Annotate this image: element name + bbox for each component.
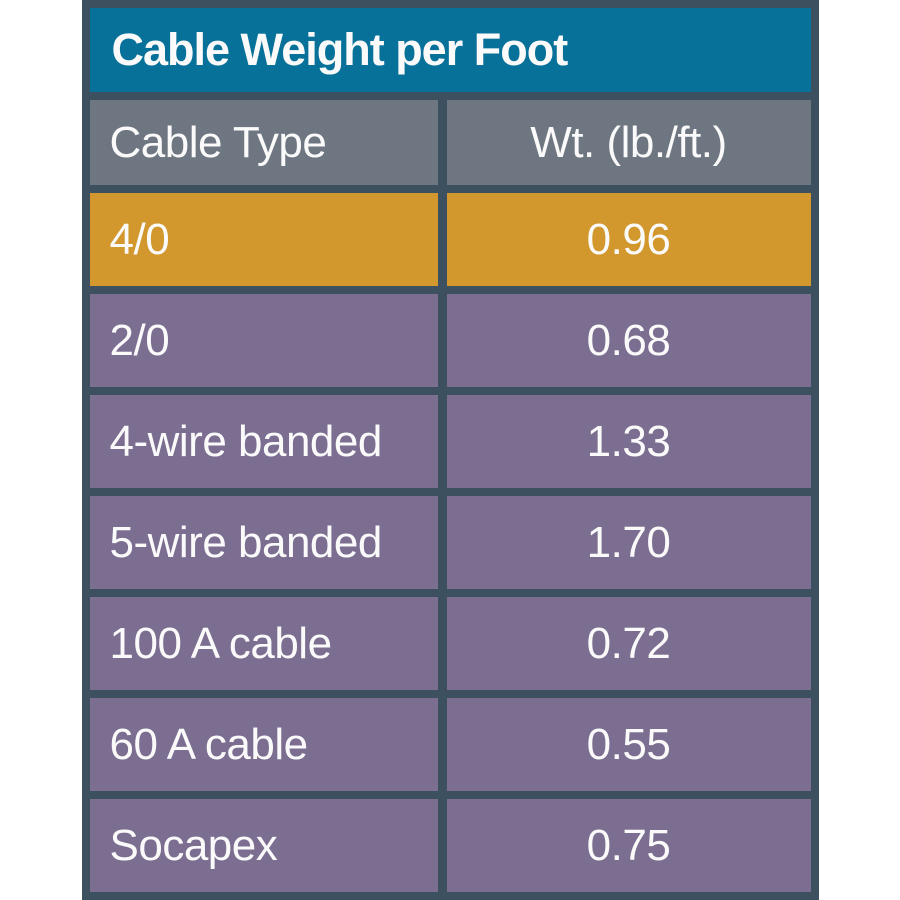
column-header-weight: Wt. (lb./ft.) <box>446 100 811 185</box>
cell-cable-type: Socapex <box>89 799 438 892</box>
cell-cable-type: 2/0 <box>89 294 438 387</box>
cell-cable-type: 4/0 <box>89 193 438 286</box>
cell-weight: 0.55 <box>446 698 811 791</box>
cell-weight: 0.72 <box>446 597 811 690</box>
cell-cable-type: 60 A cable <box>89 698 438 791</box>
table-row-2-0: 2/0 0.68 <box>89 294 811 387</box>
column-header-cable-type: Cable Type <box>89 100 438 185</box>
table-row-4-wire-banded: 4-wire banded 1.33 <box>89 395 811 488</box>
cell-weight: 1.70 <box>446 496 811 589</box>
table-header-row: Cable Type Wt. (lb./ft.) <box>89 100 811 185</box>
cell-cable-type: 5-wire banded <box>89 496 438 589</box>
cell-cable-type: 4-wire banded <box>89 395 438 488</box>
cell-cable-type: 100 A cable <box>89 597 438 690</box>
table-row-4-0: 4/0 0.96 <box>89 193 811 286</box>
table-row-socapex: Socapex 0.75 <box>89 799 811 892</box>
cell-weight: 0.75 <box>446 799 811 892</box>
cell-weight: 0.96 <box>446 193 811 286</box>
table-row-60-a-cable: 60 A cable 0.55 <box>89 698 811 791</box>
cell-weight: 0.68 <box>446 294 811 387</box>
cell-weight: 1.33 <box>446 395 811 488</box>
table-row-5-wire-banded: 5-wire banded 1.70 <box>89 496 811 589</box>
cable-weight-table: Cable Weight per Foot Cable Type Wt. (lb… <box>81 0 819 900</box>
table-row-100-a-cable: 100 A cable 0.72 <box>89 597 811 690</box>
table-title: Cable Weight per Foot <box>89 8 811 92</box>
